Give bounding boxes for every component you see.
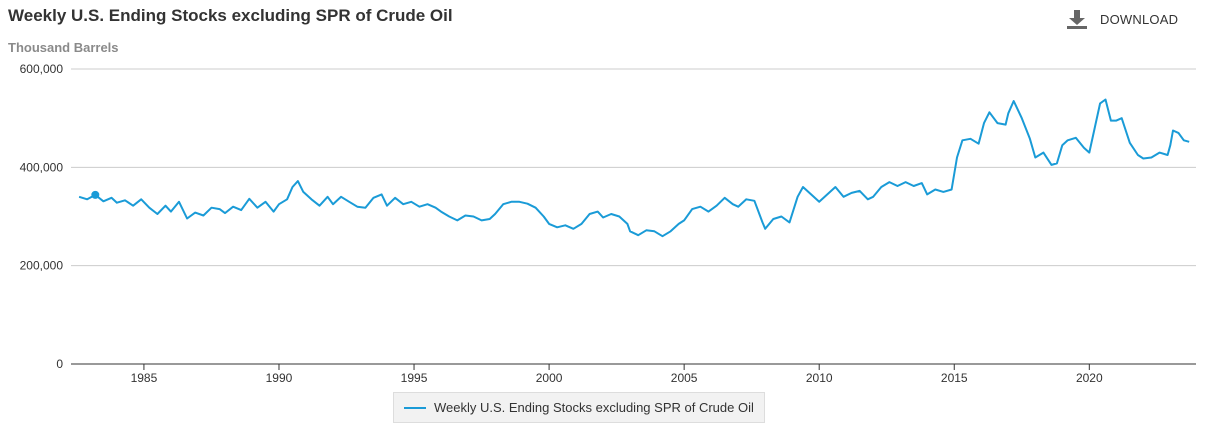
download-button[interactable]: DOWNLOAD	[1066, 8, 1178, 30]
legend[interactable]: Weekly U.S. Ending Stocks excluding SPR …	[393, 392, 765, 423]
x-tick-label: 1985	[131, 371, 158, 385]
line-chart: 0 200,000 400,000 600,000 1985 1990 1995 2000 20…	[20, 62, 1196, 385]
x-tick-label: 1995	[401, 371, 428, 385]
series-marker	[91, 190, 100, 199]
unit-label: Thousand Barrels	[8, 40, 119, 55]
x-tick-label: 2000	[536, 371, 563, 385]
x-tick-label: 1990	[266, 371, 293, 385]
y-tick-label: 400,000	[20, 160, 64, 174]
y-tick-label: 600,000	[20, 62, 64, 76]
series-line	[78, 98, 1190, 238]
chart-title: Weekly U.S. Ending Stocks excluding SPR …	[8, 6, 453, 25]
y-tick-label: 200,000	[20, 259, 64, 273]
x-tick-label: 2010	[806, 371, 833, 385]
x-tick-label: 2005	[671, 371, 698, 385]
download-icon	[1067, 10, 1087, 29]
legend-label: Weekly U.S. Ending Stocks excluding SPR …	[434, 400, 754, 415]
legend-swatch	[404, 406, 426, 409]
download-label: DOWNLOAD	[1100, 11, 1179, 27]
x-tick-label: 2020	[1076, 371, 1103, 385]
y-tick-label: 0	[56, 357, 63, 371]
x-tick-label: 2015	[941, 371, 968, 385]
